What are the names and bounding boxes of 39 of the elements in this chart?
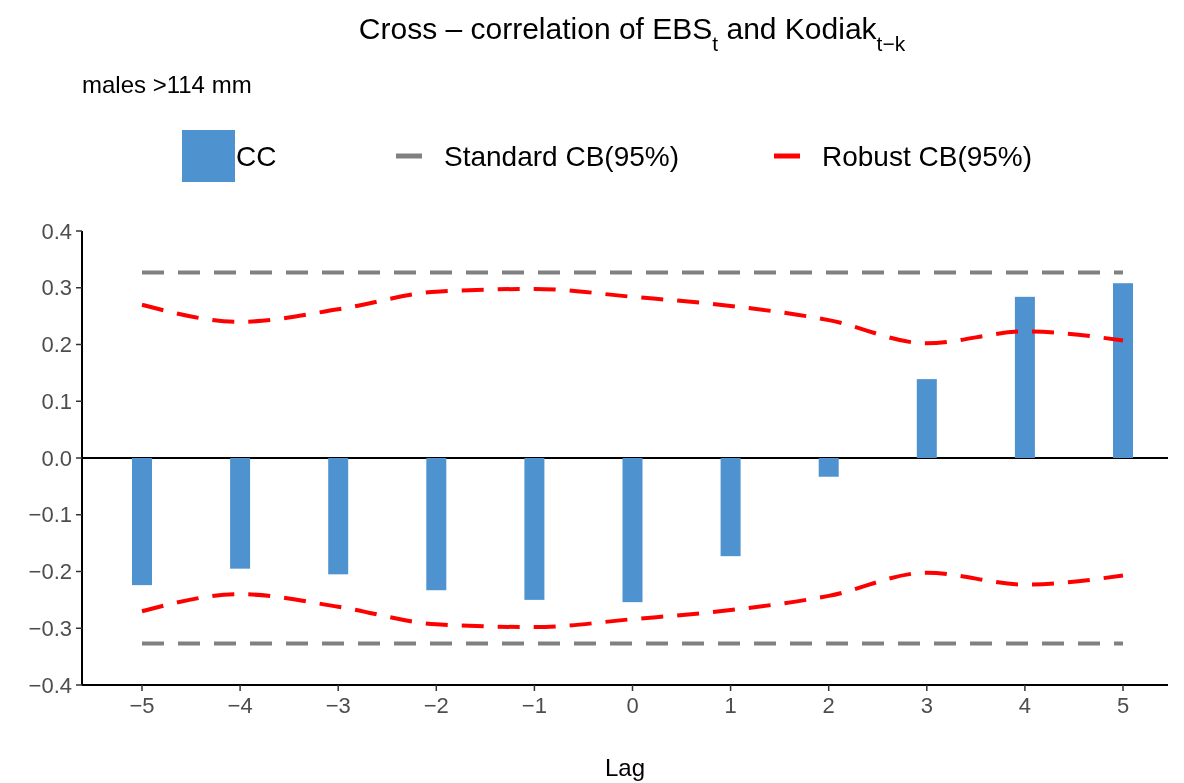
line-series: [140, 570, 1125, 630]
bar: [426, 458, 447, 591]
x-tick-label: 3: [920, 693, 933, 718]
bar: [524, 458, 545, 600]
chart-title: Cross – correlation of EBS$_{t}$ and Kodiak$_{t−k}$: [358, 12, 906, 55]
y-tick-label: 0.1: [41, 388, 72, 414]
bar: [1014, 296, 1035, 458]
x-tick-label: −5: [129, 693, 155, 718]
y-tick-label: −0.2: [28, 559, 72, 585]
legend-label: Standard CB(95%): [444, 140, 680, 172]
y-tick-label: −0.1: [28, 502, 72, 528]
x-tick-label: −4: [227, 693, 253, 718]
legend-label: Robust CB(95%): [822, 140, 1033, 172]
bar: [132, 458, 152, 586]
x-tick-label: −3: [325, 693, 351, 718]
bar: [818, 458, 839, 477]
x-tick-label: −2: [423, 693, 449, 718]
x-tick-label: 2: [822, 693, 835, 718]
line-series: [140, 286, 1125, 346]
y-tick-label: 0.2: [41, 332, 72, 358]
x-axis-title: Lag: [604, 754, 646, 781]
x-tick-label: 0: [626, 693, 639, 718]
bar: [1113, 283, 1133, 458]
x-tick-label: 4: [1018, 693, 1032, 718]
y-tick-label: 0.4: [41, 218, 72, 244]
y-tick-label: 0.3: [41, 275, 72, 301]
legend-label: CC: [236, 140, 277, 172]
bar: [230, 458, 251, 569]
y-tick-label: −0.4: [28, 672, 72, 698]
y-tick-label: 0.0: [41, 445, 72, 471]
bar: [622, 458, 643, 603]
x-tick-label: −1: [521, 693, 547, 718]
bar: [916, 379, 937, 458]
y-tick-label: −0.3: [28, 615, 72, 641]
bar: [720, 458, 741, 557]
bar: [328, 458, 349, 575]
x-tick-label: 5: [1116, 693, 1130, 718]
chart-subtitle: males >114 mm: [82, 71, 252, 98]
x-tick-label: 1: [724, 693, 737, 718]
